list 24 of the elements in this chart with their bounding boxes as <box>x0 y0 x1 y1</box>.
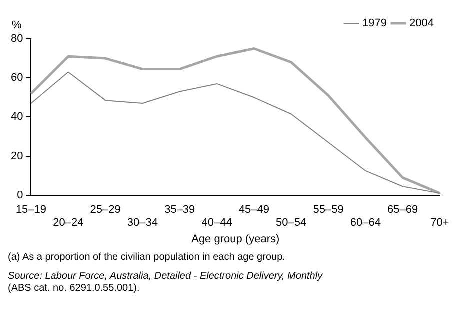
x-tick-label: 50–54 <box>276 217 307 230</box>
y-tick-label: 20 <box>10 150 24 162</box>
text: (ABS cat. no. 6291.0.55.001). <box>8 283 141 294</box>
x-tick-label: 65–69 <box>388 204 418 216</box>
x-tick-label: 15–19 <box>16 204 47 216</box>
y-tick-label: 80 <box>10 33 24 46</box>
y-tick-label: 40 <box>10 111 24 124</box>
text: (a) As a proportion of the civilian population in each age group. <box>8 252 286 263</box>
x-tick-label: 40–44 <box>202 217 232 230</box>
x-tick-label: 55–59 <box>313 204 344 216</box>
legend-label: 1979 <box>362 18 388 30</box>
y-tick-label: 0 <box>17 189 24 202</box>
x-tick-label: 25–29 <box>90 204 121 216</box>
y-tick-label: 60 <box>10 72 24 84</box>
x-axis-title: Age group (years) <box>192 233 280 246</box>
x-tick-label: 30–34 <box>127 217 158 230</box>
x-tick-label: 45–49 <box>238 204 270 216</box>
x-tick-label: 70+ <box>430 217 450 230</box>
x-tick-label: 20–24 <box>53 217 84 230</box>
x-tick-label: 35–39 <box>164 204 196 216</box>
source-note: Source: Labour Force, Australia, Detailed - Electronic Delivery, Monthly <box>8 271 324 282</box>
x-tick-label: 60–64 <box>350 217 381 230</box>
y-axis-title: % <box>12 20 22 32</box>
legend-label: 2004 <box>410 18 434 30</box>
